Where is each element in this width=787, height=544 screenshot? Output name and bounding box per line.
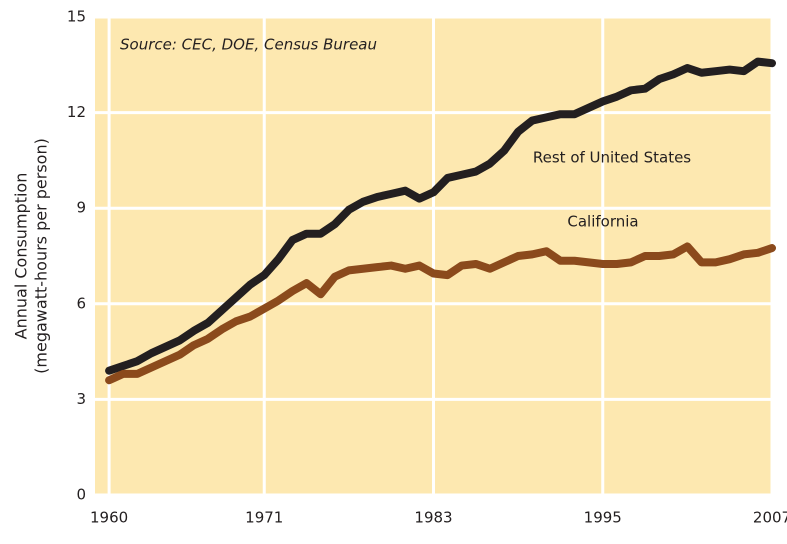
x-tick-label: 1983	[414, 509, 452, 527]
source-note: Source: CEC, DOE, Census Bureau	[120, 36, 377, 54]
y-tick-label: 6	[76, 294, 86, 312]
lines	[105, 57, 776, 385]
series-line	[105, 242, 776, 385]
x-tick-label: 1995	[584, 509, 622, 527]
series-label: Rest of United States	[533, 149, 691, 167]
x-tick-label: 1971	[245, 509, 283, 527]
y-tick-label: 3	[76, 390, 86, 408]
x-tick-label: 1960	[90, 509, 128, 527]
y-tick-label: 9	[76, 199, 86, 217]
series-line	[105, 57, 776, 375]
grid	[95, 15, 774, 497]
y-tick-label: 0	[76, 486, 86, 504]
y-axis-label: Annual Consumption	[12, 173, 31, 340]
y-axis-label: (megawatt-hours per person)	[32, 138, 51, 374]
x-tick-label: 2007	[753, 509, 787, 527]
series-label: California	[567, 213, 638, 231]
y-tick-label: 15	[67, 8, 86, 26]
y-tick-label: 12	[67, 103, 86, 121]
